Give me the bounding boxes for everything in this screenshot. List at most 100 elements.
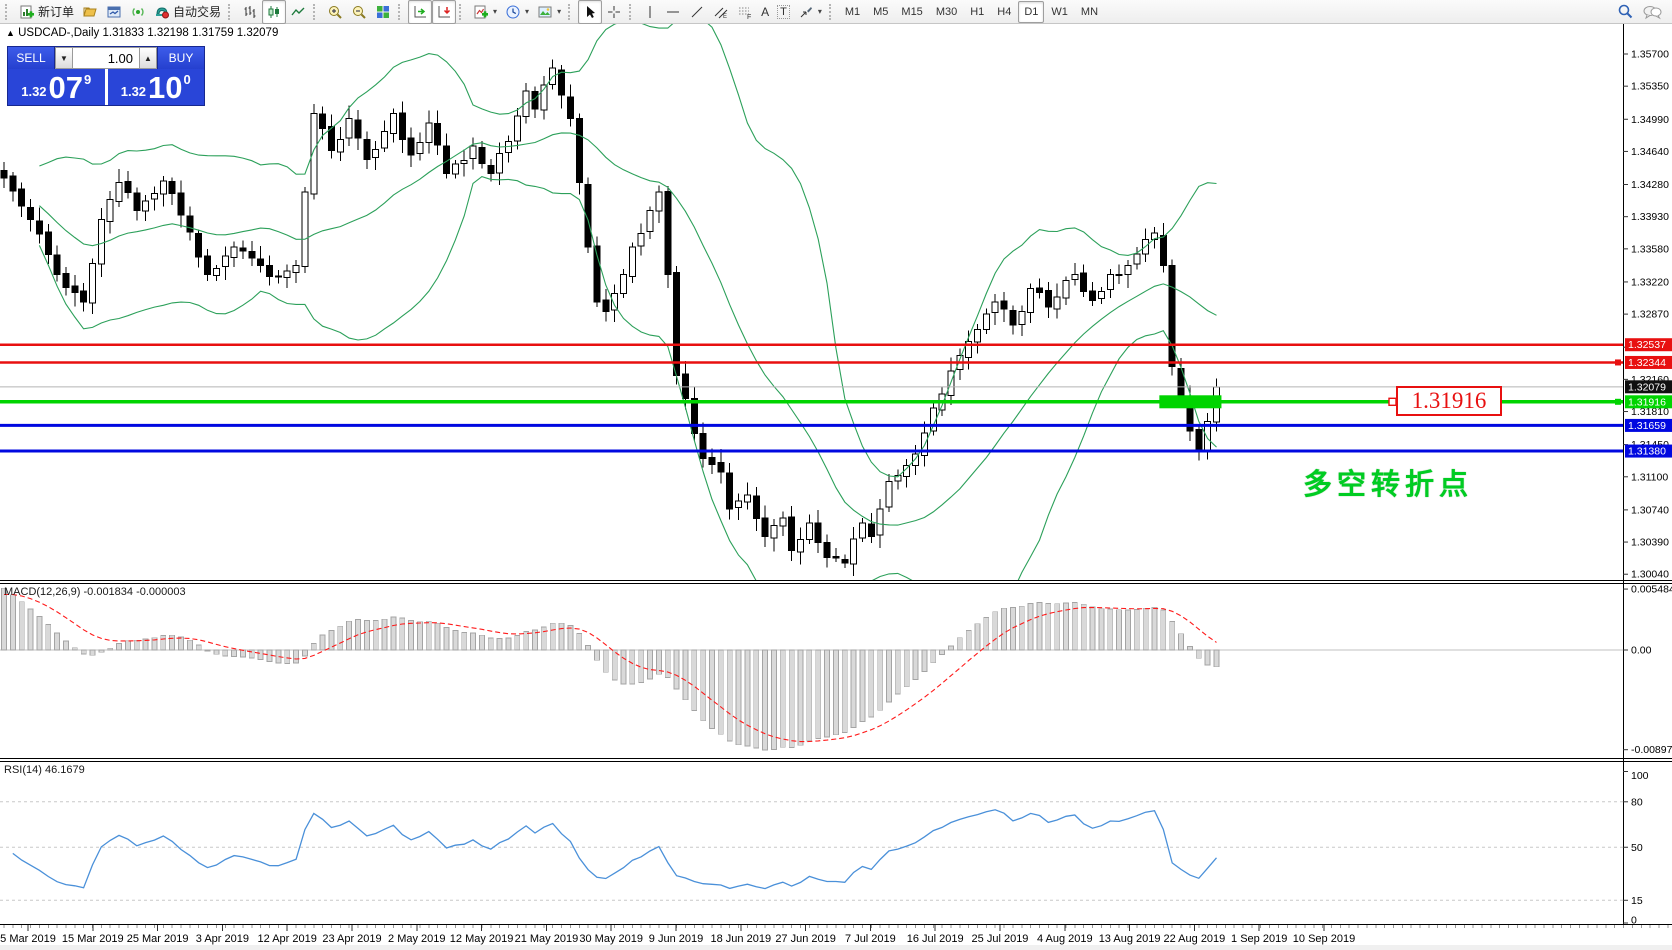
- svg-text:1.31380: 1.31380: [1628, 446, 1666, 458]
- market-watch-button[interactable]: [102, 0, 126, 24]
- buy-button[interactable]: BUY: [157, 47, 204, 69]
- svg-text:1.33930: 1.33930: [1631, 211, 1669, 223]
- zoom-out-icon: [353, 5, 366, 19]
- candle: [982, 313, 990, 331]
- indicators-button[interactable]: ▾: [469, 0, 501, 24]
- bollinger-upper-band: [39, 24, 1217, 478]
- candle: [1106, 274, 1114, 290]
- pivot-line-handle[interactable]: [1388, 397, 1397, 406]
- svg-text:0: 0: [1631, 915, 1637, 927]
- chat-icon[interactable]: [1642, 4, 1662, 20]
- svg-text:-0.008973: -0.008973: [1631, 744, 1672, 756]
- timeframe-m30[interactable]: M30: [935, 5, 958, 18]
- candle: [1009, 309, 1017, 326]
- autotrading-button[interactable]: 自动交易: [150, 0, 225, 24]
- line-chart-icon: [291, 7, 305, 15]
- candle: [239, 247, 247, 252]
- horizontal-line-button[interactable]: [661, 0, 685, 24]
- time-axis[interactable]: 5 Mar 2019 15 Mar 2019 25 Mar 2019 3 Apr 20…: [0, 925, 1672, 950]
- candle: [540, 84, 548, 111]
- candle: [434, 123, 442, 146]
- trendline-button[interactable]: [685, 0, 709, 24]
- candle: [274, 275, 282, 278]
- candle: [469, 145, 477, 160]
- collapse-arrow-icon[interactable]: ▲: [6, 28, 15, 38]
- sell-button[interactable]: SELL: [8, 47, 55, 69]
- zoom-out-button[interactable]: [347, 0, 371, 24]
- price-badge: [1625, 444, 1672, 458]
- timeframe-h1[interactable]: H1: [970, 5, 985, 18]
- cursor-button[interactable]: [578, 0, 603, 24]
- equidistant-channel-button[interactable]: E: [709, 0, 733, 24]
- volume-decrease-button[interactable]: ▼: [55, 47, 73, 69]
- candle: [885, 480, 893, 508]
- sell-price-display[interactable]: 1.32 07 9: [8, 69, 105, 105]
- candle: [35, 220, 43, 235]
- svg-text:1.35350: 1.35350: [1631, 81, 1669, 93]
- profiles-button[interactable]: [78, 0, 102, 24]
- candle: [487, 164, 495, 174]
- line-chart-button[interactable]: [286, 0, 310, 24]
- candle: [814, 522, 822, 543]
- candle: [841, 558, 849, 564]
- svg-text:1.34640: 1.34640: [1631, 146, 1669, 158]
- toolbar-grip: [828, 3, 836, 20]
- candle: [673, 272, 681, 377]
- chart-shift-button[interactable]: [432, 0, 457, 24]
- text-tool-button[interactable]: A: [757, 0, 773, 24]
- timeframe-h4[interactable]: H4: [997, 5, 1012, 18]
- pivot-highlight-box[interactable]: [1159, 395, 1222, 409]
- candle: [186, 215, 194, 233]
- text-label-button[interactable]: T: [773, 0, 794, 24]
- pivot-price-label[interactable]: 1.31916: [1396, 386, 1502, 416]
- buy-price-display[interactable]: 1.32 10 0: [107, 69, 204, 105]
- crosshair-button[interactable]: [602, 0, 626, 24]
- timeframe-d1[interactable]: D1: [1018, 0, 1045, 23]
- fibonacci-button[interactable]: F: [733, 0, 757, 24]
- candle: [0, 170, 8, 179]
- signals-button[interactable]: [126, 0, 150, 24]
- tile-windows-icon: [377, 5, 390, 18]
- timeframe-w1[interactable]: W1: [1051, 5, 1068, 18]
- zoom-in-button[interactable]: [323, 0, 347, 24]
- toolbar-grip: [5, 3, 12, 20]
- candle: [204, 255, 212, 276]
- volume-input[interactable]: [73, 47, 139, 69]
- line-handle[interactable]: [1615, 398, 1621, 405]
- candle: [212, 268, 220, 276]
- timeframe-m5[interactable]: M5: [873, 5, 889, 18]
- volume-increase-button[interactable]: ▲: [139, 47, 157, 69]
- price-axis[interactable]: 1.35700 1.35350 1.34990 1.34640 1.34280 1.339…: [1615, 24, 1672, 927]
- macd-histogram: [1, 587, 1220, 751]
- vertical-line-button[interactable]: [639, 0, 661, 24]
- macd-signal-line: [4, 593, 1217, 743]
- tile-windows-button[interactable]: [371, 0, 395, 24]
- candle: [71, 285, 79, 294]
- auto-scroll-button[interactable]: [408, 0, 433, 24]
- candle: [372, 149, 380, 158]
- templates-button[interactable]: ▾: [533, 0, 565, 24]
- bar-chart-button[interactable]: [238, 0, 262, 24]
- search-icon[interactable]: [1617, 3, 1634, 20]
- rsi-panel: [0, 801, 1623, 901]
- arrows-button[interactable]: ▾: [794, 0, 826, 24]
- line-handle[interactable]: [1615, 359, 1621, 366]
- svg-text:16 Jul 2019: 16 Jul 2019: [907, 933, 964, 945]
- candle: [991, 301, 999, 314]
- candle: [97, 218, 105, 265]
- candle: [602, 299, 610, 312]
- candle: [858, 522, 866, 539]
- new-order-button[interactable]: 新订单: [15, 0, 78, 24]
- timeframe-m15[interactable]: M15: [901, 5, 923, 18]
- svg-text:15: 15: [1631, 895, 1643, 907]
- candlestick-chart-button[interactable]: [262, 0, 287, 24]
- chart-shift-icon: [438, 5, 451, 17]
- periods-button[interactable]: ▾: [501, 0, 533, 24]
- one-click-trade-panel: SELL ▼ ▲ BUY 1.32 07 9 1.32 10 0: [7, 46, 205, 106]
- candle: [655, 191, 663, 212]
- horizontal-line-icon: [667, 11, 680, 12]
- timeframe-m1[interactable]: M1: [844, 5, 861, 18]
- timeframe-mn[interactable]: MN: [1080, 5, 1099, 18]
- candle: [1053, 296, 1061, 310]
- candle: [1133, 253, 1141, 265]
